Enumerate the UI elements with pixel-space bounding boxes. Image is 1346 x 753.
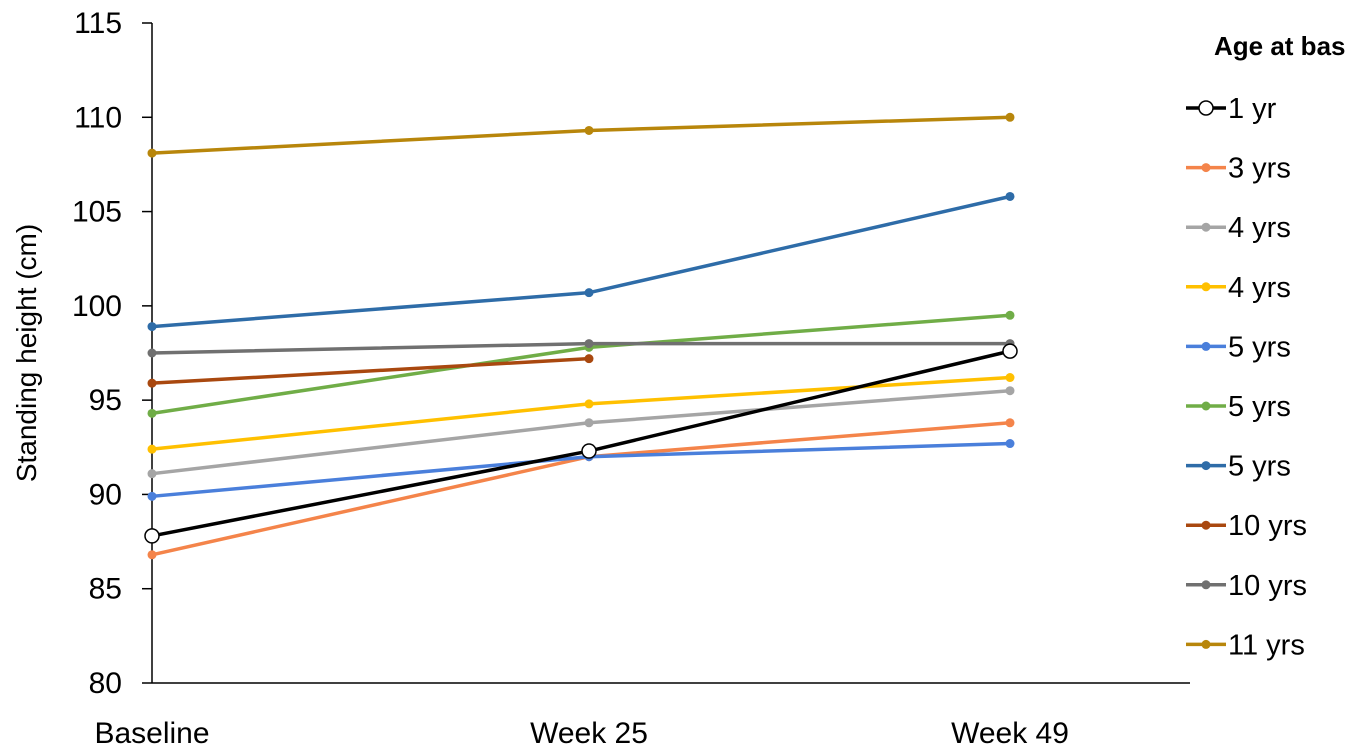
legend-marker xyxy=(1201,163,1211,173)
data-point xyxy=(1005,418,1015,428)
legend-marker xyxy=(1201,520,1211,530)
legend-label: 4 yrs xyxy=(1228,212,1291,244)
data-point xyxy=(1005,191,1015,201)
data-point xyxy=(1005,386,1015,396)
legend-label: 10 yrs xyxy=(1228,570,1307,602)
series-line xyxy=(151,194,1011,329)
data-point xyxy=(147,469,157,479)
legend-item: 4 yrs xyxy=(1186,272,1291,304)
y-tick-label: 80 xyxy=(89,667,122,700)
y-tick-label: 95 xyxy=(89,384,122,417)
legend-marker xyxy=(1201,639,1211,649)
legend-label: 10 yrs xyxy=(1228,510,1307,542)
legend-item: 5 yrs xyxy=(1186,331,1291,363)
series-1 xyxy=(147,418,1015,560)
data-point xyxy=(147,322,157,332)
y-tick-label: 110 xyxy=(74,101,122,134)
data-point xyxy=(584,339,594,349)
data-point xyxy=(147,408,157,418)
data-point xyxy=(584,354,594,364)
y-tick-label: 90 xyxy=(89,478,122,511)
data-point xyxy=(144,528,160,544)
series-line xyxy=(151,115,1011,155)
series-line xyxy=(151,421,1011,557)
series-3 xyxy=(147,373,1015,454)
data-point xyxy=(1005,112,1015,122)
legend: Age at baseline 1 yr 3 yrs 4 yrs 4 yrs 5 yrs 5… xyxy=(1186,31,1346,661)
y-tick-label: 105 xyxy=(72,196,122,229)
legend-label: 5 yrs xyxy=(1228,331,1291,363)
legend-marker xyxy=(1198,100,1214,116)
series-4 xyxy=(147,439,1015,501)
y-tick-label: 85 xyxy=(89,573,122,606)
series-7 xyxy=(147,354,594,388)
legend-item: 1 yr xyxy=(1186,93,1277,125)
series-6 xyxy=(147,191,1015,332)
series-line xyxy=(151,375,1011,451)
data-point xyxy=(581,443,597,459)
legend-marker xyxy=(1201,580,1211,590)
legend-marker xyxy=(1201,401,1211,411)
legend-marker xyxy=(1201,461,1211,471)
legend-title: Age at baseline xyxy=(1214,31,1346,61)
data-point xyxy=(1005,439,1015,449)
legend-label: 5 yrs xyxy=(1228,451,1291,483)
legend-label: 1 yr xyxy=(1228,93,1277,125)
legend-item: 10 yrs xyxy=(1186,510,1307,542)
data-point xyxy=(147,550,157,560)
data-point xyxy=(1005,310,1015,320)
y-tick-label: 100 xyxy=(72,290,122,323)
legend-item: 5 yrs xyxy=(1186,391,1291,423)
data-point xyxy=(584,125,594,135)
legend-marker xyxy=(1201,341,1211,351)
data-point xyxy=(147,444,157,454)
legend-label: 11 yrs xyxy=(1228,629,1305,661)
axes: 80 85 90 95 100 105 110 115 Baseline Week 25 Week … xyxy=(11,7,1190,750)
series-line xyxy=(151,356,590,385)
legend-item: 5 yrs xyxy=(1186,451,1291,483)
data-point xyxy=(584,399,594,409)
legend-item: 10 yrs xyxy=(1186,570,1307,602)
series-0 xyxy=(144,343,1018,544)
legend-label: 5 yrs xyxy=(1228,391,1291,423)
data-point xyxy=(1005,373,1015,383)
data-point xyxy=(147,378,157,388)
series-9 xyxy=(147,112,1015,158)
data-point xyxy=(1002,343,1018,359)
data-point xyxy=(147,348,157,358)
legend-marker xyxy=(1201,282,1211,292)
series-lines xyxy=(144,112,1018,560)
series-line xyxy=(151,313,1011,416)
data-point xyxy=(147,491,157,501)
y-tick-label: 115 xyxy=(74,7,122,40)
y-axis-title: Standing height (cm) xyxy=(11,224,42,482)
data-point xyxy=(584,418,594,428)
data-point xyxy=(584,288,594,298)
x-tick-label: Week 25 xyxy=(530,717,648,750)
series-2 xyxy=(147,386,1015,479)
x-tick-label: Baseline xyxy=(94,717,209,750)
x-tick-label: Week 49 xyxy=(951,717,1069,750)
legend-marker xyxy=(1201,222,1211,232)
legend-item: 4 yrs xyxy=(1186,212,1291,244)
data-point xyxy=(147,148,157,158)
legend-label: 4 yrs xyxy=(1228,272,1291,304)
legend-label: 3 yrs xyxy=(1228,153,1291,185)
legend-item: 11 yrs xyxy=(1186,629,1305,661)
legend-item: 3 yrs xyxy=(1186,153,1291,185)
series-line xyxy=(151,349,1011,538)
